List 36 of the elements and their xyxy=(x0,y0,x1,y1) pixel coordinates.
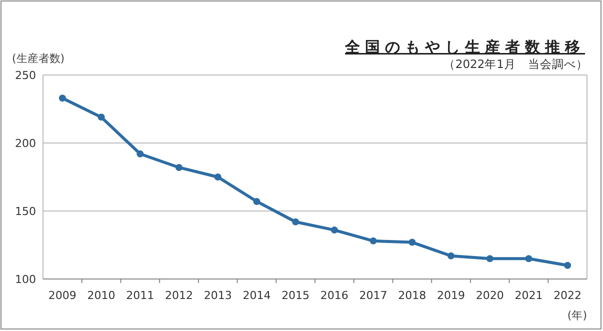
x-tick-label: 2010 xyxy=(87,289,116,302)
point xyxy=(330,226,338,234)
text: （2022年1月 当会調べ） xyxy=(443,57,588,71)
point xyxy=(408,238,416,246)
x-tick-label: 2020 xyxy=(476,289,504,302)
x-tick-label: 2017 xyxy=(359,289,388,302)
point xyxy=(370,237,377,244)
y-axis-title: (生産者数) xyxy=(12,52,65,65)
x-tick-label: 2022 xyxy=(554,289,582,302)
point xyxy=(214,174,222,180)
x-tick-label: 2012 xyxy=(165,289,193,302)
point xyxy=(176,164,182,171)
point xyxy=(253,198,260,205)
point xyxy=(292,218,300,226)
y-tick-label: 200 xyxy=(15,137,36,150)
y-tick-label: 100 xyxy=(15,273,36,286)
point xyxy=(525,255,532,262)
x-tick-label: 2021 xyxy=(514,289,543,302)
x-tick-label: 2014 xyxy=(242,289,271,302)
x-tick-label: 2009 xyxy=(48,289,76,302)
point xyxy=(486,255,494,262)
x-tick-label: 2018 xyxy=(398,289,426,302)
point xyxy=(448,252,454,260)
x-tick-label: 2011 xyxy=(126,289,154,302)
x-axis-title: (年) xyxy=(567,309,587,322)
y-tick-label: 250 xyxy=(15,69,36,82)
x-tick-label: 2015 xyxy=(282,289,310,302)
y-tick-label: 150 xyxy=(15,205,36,218)
chart-title: 全国のもやし生産者数推移 xyxy=(344,38,585,56)
point xyxy=(58,94,66,102)
x-tick-label: 2016 xyxy=(320,289,348,302)
point xyxy=(98,114,105,121)
point xyxy=(564,262,572,269)
x-tick-label: 2013 xyxy=(204,289,232,302)
x-tick-label: 2019 xyxy=(437,289,465,302)
point xyxy=(136,150,144,158)
